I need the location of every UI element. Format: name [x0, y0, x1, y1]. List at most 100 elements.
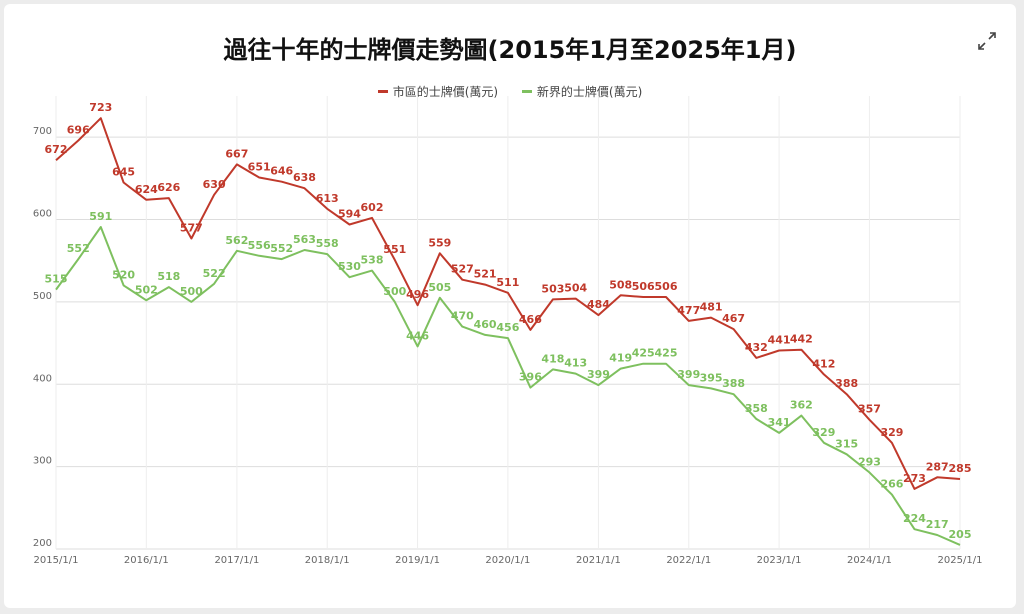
data-label-urban: 273	[903, 472, 926, 485]
data-label-urban: 484	[587, 298, 610, 311]
data-label-urban: 651	[248, 161, 271, 174]
data-label-urban: 559	[428, 236, 451, 249]
data-label-nt: 500	[180, 285, 203, 298]
data-label-nt: 530	[338, 260, 361, 273]
chart-legend: 市區的士牌價(萬元) 新界的士牌價(萬元)	[4, 82, 1016, 100]
data-label-nt: 266	[880, 478, 903, 491]
x-tick-label: 2024/1/1	[847, 555, 892, 566]
y-tick-label: 500	[33, 291, 52, 302]
x-tick-label: 2016/1/1	[124, 555, 169, 566]
data-label-nt: 329	[812, 426, 835, 439]
y-tick-label: 300	[33, 456, 52, 467]
data-label-urban: 503	[541, 282, 564, 295]
data-label-urban: 602	[361, 201, 384, 214]
data-label-nt: 362	[790, 399, 813, 412]
data-label-urban: 329	[880, 426, 903, 439]
data-label-nt: 446	[406, 329, 429, 342]
data-label-nt: 500	[383, 285, 406, 298]
data-label-nt: 456	[496, 321, 519, 334]
data-label-urban: 613	[316, 192, 339, 205]
x-tick-label: 2019/1/1	[395, 555, 440, 566]
data-label-nt: 396	[519, 371, 542, 384]
data-label-urban: 672	[45, 143, 68, 156]
y-tick-label: 200	[33, 538, 52, 549]
data-label-nt: 591	[89, 210, 112, 223]
legend-swatch-nt	[521, 90, 532, 93]
x-tick-label: 2017/1/1	[214, 555, 259, 566]
data-label-nt: 522	[203, 267, 226, 280]
data-label-nt: 341	[768, 416, 791, 429]
data-label-nt: 388	[722, 377, 745, 390]
data-label-nt: 563	[293, 233, 316, 246]
data-label-urban: 467	[722, 312, 745, 325]
x-tick-label: 2020/1/1	[485, 555, 530, 566]
legend-item-urban[interactable]: 市區的士牌價(萬元)	[377, 83, 499, 100]
data-label-urban: 412	[812, 357, 835, 370]
data-label-nt: 538	[361, 254, 384, 267]
data-label-urban: 645	[112, 165, 135, 178]
data-label-nt: 395	[700, 371, 723, 384]
x-tick-label: 2018/1/1	[305, 555, 350, 566]
legend-item-nt[interactable]: 新界的士牌價(萬元)	[521, 83, 643, 100]
x-tick-label: 2025/1/1	[938, 555, 983, 566]
data-label-urban: 481	[700, 301, 723, 314]
series-line-urban	[55, 117, 961, 490]
data-label-urban: 594	[338, 207, 361, 220]
data-label-urban: 577	[180, 221, 203, 234]
data-label-nt: 425	[655, 347, 678, 360]
data-label-nt: 399	[677, 368, 700, 381]
data-label-nt: 502	[135, 283, 158, 296]
y-tick-label: 600	[33, 209, 52, 220]
data-label-nt: 425	[632, 347, 655, 360]
data-label-nt: 518	[157, 270, 180, 283]
legend-label-urban: 市區的士牌價(萬元)	[392, 85, 499, 99]
x-tick-label: 2023/1/1	[757, 555, 802, 566]
data-label-urban: 432	[745, 341, 768, 354]
data-label-nt: 217	[926, 518, 949, 531]
data-label-nt: 558	[316, 237, 339, 250]
data-label-urban: 285	[949, 462, 972, 475]
data-label-urban: 388	[835, 377, 858, 390]
data-label-urban: 696	[67, 123, 90, 136]
data-label-urban: 504	[564, 282, 587, 295]
data-label-nt: 552	[67, 242, 90, 255]
data-label-urban: 551	[383, 243, 406, 256]
data-label-nt: 315	[835, 437, 858, 450]
data-label-urban: 624	[135, 183, 158, 196]
data-label-nt: 515	[45, 273, 68, 286]
data-label-urban: 506	[655, 280, 678, 293]
data-label-nt: 460	[474, 318, 497, 331]
data-label-nt: 556	[248, 239, 271, 252]
data-label-nt: 399	[587, 368, 610, 381]
data-label-urban: 506	[632, 280, 655, 293]
chart-title: 過往十年的士牌價走勢圖(2015年1月至2025年1月)	[223, 36, 797, 64]
data-label-urban: 521	[474, 268, 497, 281]
data-label-nt: 205	[949, 528, 972, 541]
data-label-urban: 442	[790, 333, 813, 346]
data-label-nt: 552	[270, 242, 293, 255]
legend-label-nt: 新界的士牌價(萬元)	[536, 85, 643, 99]
data-label-nt: 505	[428, 281, 451, 294]
data-label-nt: 358	[745, 402, 768, 415]
data-label-nt: 413	[564, 357, 587, 370]
data-label-nt: 419	[609, 352, 632, 365]
data-label-urban: 511	[496, 276, 519, 289]
y-tick-label: 400	[33, 373, 52, 384]
data-label-urban: 466	[519, 313, 542, 326]
data-label-nt: 418	[541, 352, 564, 365]
data-label-urban: 496	[406, 288, 429, 301]
data-label-urban: 646	[270, 165, 293, 178]
expand-arrows-icon[interactable]	[976, 30, 998, 52]
data-label-urban: 630	[203, 178, 226, 191]
series-line-nt	[55, 226, 961, 546]
y-tick-label: 700	[33, 126, 52, 137]
data-label-urban: 357	[858, 403, 881, 416]
x-tick-label: 2022/1/1	[666, 555, 711, 566]
data-label-urban: 477	[677, 304, 700, 317]
data-label-urban: 527	[451, 263, 474, 276]
data-label-nt: 470	[451, 310, 474, 323]
data-label-nt: 562	[225, 234, 248, 247]
x-tick-label: 2021/1/1	[576, 555, 621, 566]
data-label-urban: 626	[157, 181, 180, 194]
data-label-urban: 441	[768, 334, 791, 347]
